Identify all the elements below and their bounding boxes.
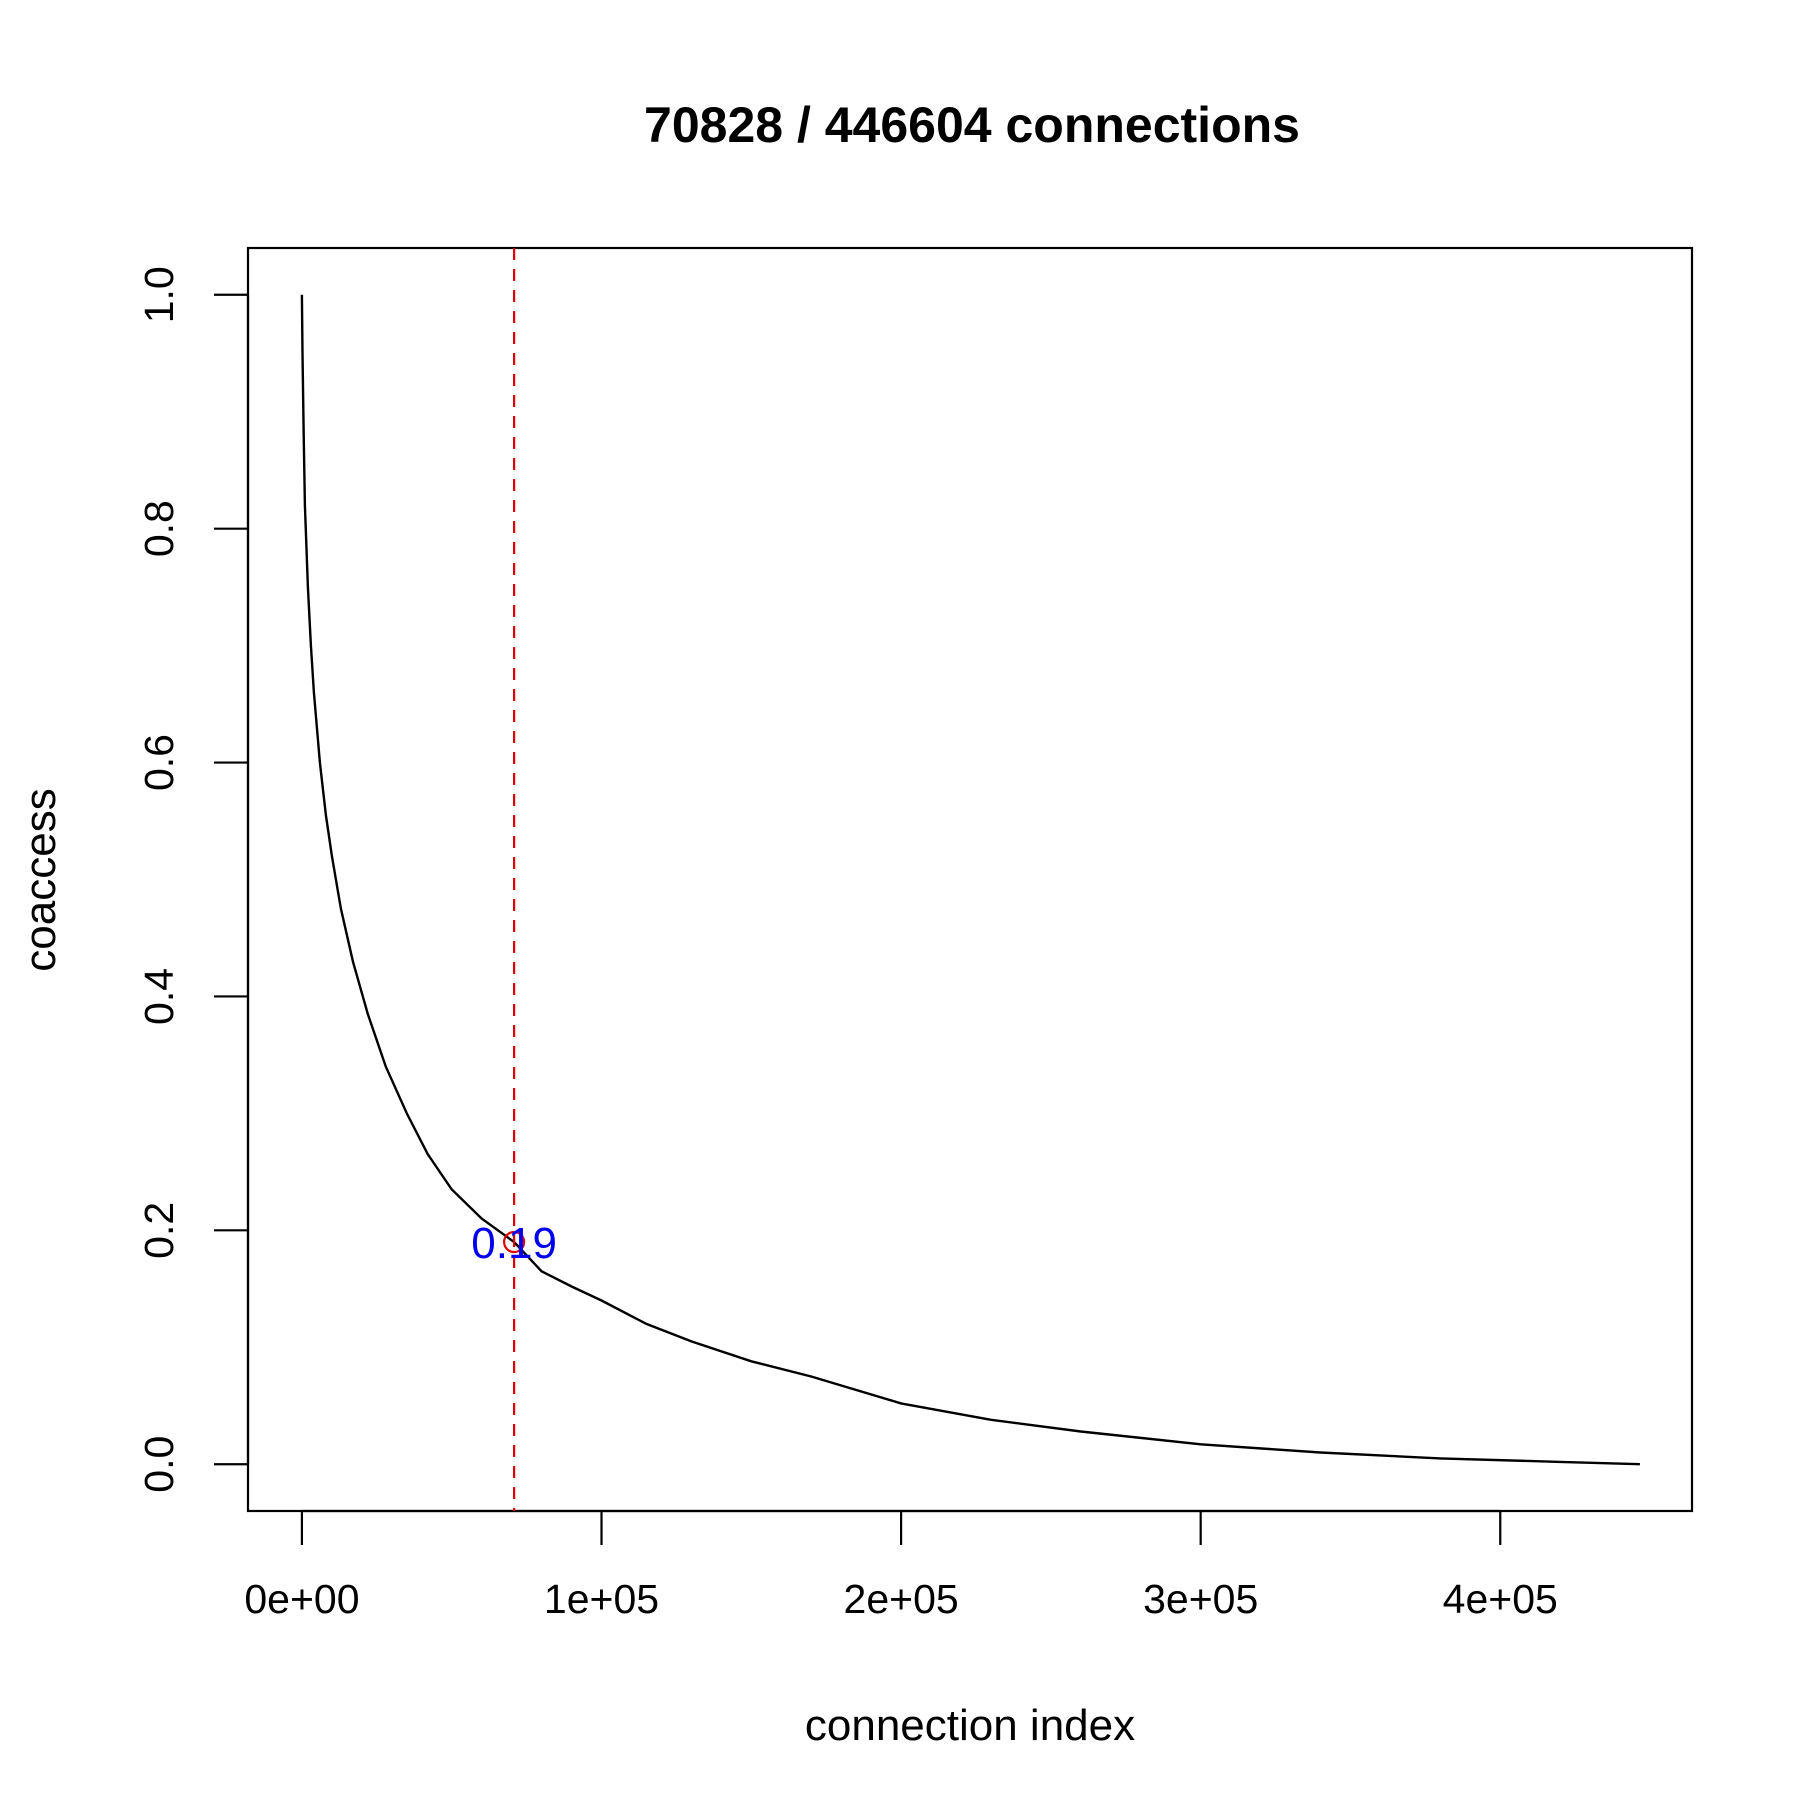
x-tick-label: 2e+05 bbox=[844, 1576, 959, 1622]
y-tick-label: 0.8 bbox=[136, 500, 182, 557]
plot-frame bbox=[246, 246, 1694, 1513]
y-tick-label: 0.0 bbox=[136, 1436, 182, 1493]
y-axis: 0.0 0.2 0.4 0.6 0.8 1.0 bbox=[136, 266, 250, 1493]
chart-title: 70828 / 446604 connections bbox=[644, 97, 1300, 153]
threshold-marker bbox=[503, 1230, 526, 1254]
y-tick-label: 0.4 bbox=[136, 968, 182, 1025]
x-tick-label: 3e+05 bbox=[1143, 1576, 1258, 1622]
x-tick-label: 4e+05 bbox=[1443, 1576, 1558, 1622]
y-tick-label: 1.0 bbox=[136, 266, 182, 323]
y-tick-label: 0.2 bbox=[136, 1202, 182, 1259]
y-axis-label: coaccess bbox=[16, 788, 65, 971]
coaccess-curve bbox=[300, 294, 1640, 1466]
x-axis: 0e+00 1e+05 2e+05 3e+05 4e+05 bbox=[244, 1509, 1558, 1622]
x-tick-label: 0e+00 bbox=[244, 1576, 359, 1622]
x-tick-label: 1e+05 bbox=[544, 1576, 659, 1622]
threshold-label: 0.19 bbox=[471, 1219, 557, 1268]
x-axis-label: connection index bbox=[805, 1701, 1135, 1750]
y-tick-label: 0.6 bbox=[136, 734, 182, 791]
